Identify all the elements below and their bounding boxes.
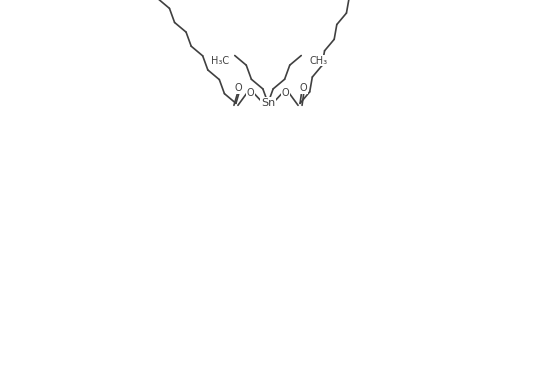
Text: O: O: [299, 82, 307, 93]
Text: O: O: [282, 88, 289, 98]
Text: O: O: [235, 82, 243, 93]
Text: Sn: Sn: [261, 98, 275, 108]
Text: CH₃: CH₃: [309, 56, 327, 66]
Text: H₃C: H₃C: [211, 56, 229, 66]
Text: O: O: [247, 88, 255, 98]
